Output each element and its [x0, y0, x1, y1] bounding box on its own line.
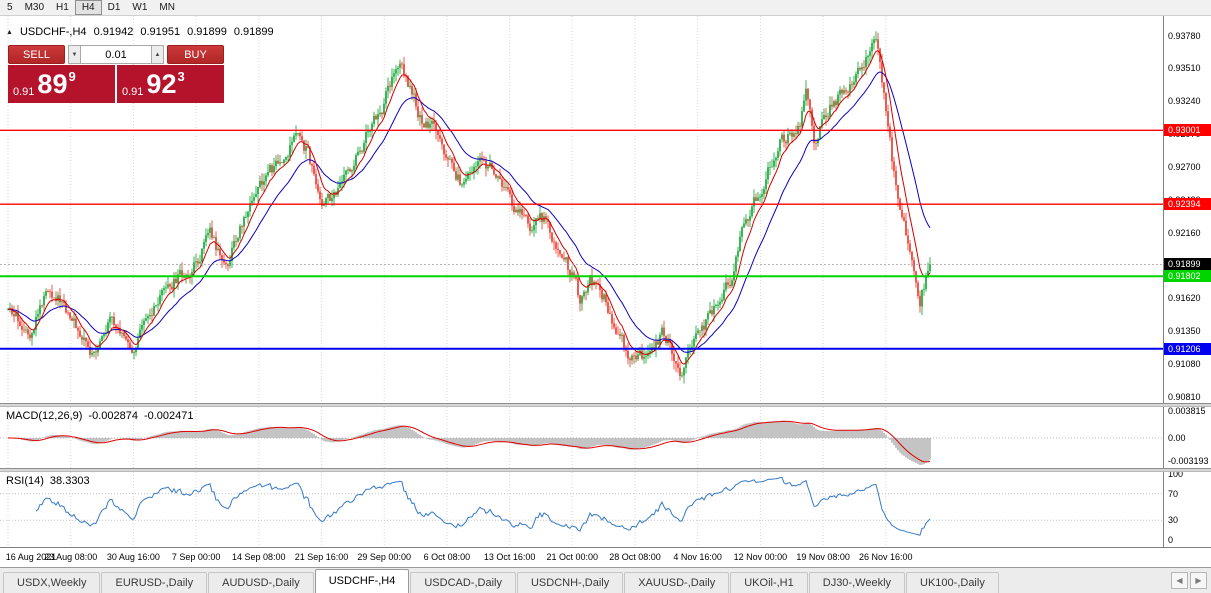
rsi-label: RSI(14) 38.3303: [6, 475, 90, 487]
time-axis-label: 7 Sep 00:00: [171, 552, 221, 562]
volume-input[interactable]: [81, 45, 151, 64]
time-axis-label: 16 Aug 2021: [5, 552, 57, 562]
tab-xauusd-daily[interactable]: XAUUSD-,Daily: [624, 572, 730, 593]
tab-dj30-weekly[interactable]: DJ30-,Weekly: [808, 572, 906, 593]
timeframe-button-H4[interactable]: H4: [74, 0, 102, 15]
rsi-axis-label: 70: [1168, 488, 1179, 499]
one-click-trading-panel: SELL ▼ ▲ BUY 0.91 89 9 0.91 92 3: [8, 45, 224, 103]
sell-price-main: 0.91: [13, 86, 35, 98]
price-badge-0.93001: 0.93001: [1164, 124, 1211, 137]
timeframe-button-MN[interactable]: MN: [159, 2, 175, 13]
pane-separator[interactable]: [0, 468, 1211, 472]
price-badge-0.92394: 0.92394: [1164, 198, 1211, 211]
volume-decrease-button[interactable]: ▼: [68, 45, 81, 64]
ohlc-open: 0.91942: [93, 26, 134, 38]
time-axis-label: 21 Oct 00:00: [546, 552, 599, 562]
price-axis-label: 0.92700: [1168, 161, 1201, 172]
timeframe-button-W1[interactable]: W1: [132, 2, 148, 13]
rsi-axis-label: 0: [1168, 535, 1174, 545]
timeframe-button-H1[interactable]: H1: [56, 2, 69, 13]
tab-uk100-daily[interactable]: UK100-,Daily: [906, 572, 999, 593]
price-axis-label: 0.90810: [1168, 391, 1201, 402]
tab-eurusd-daily[interactable]: EURUSD-,Daily: [101, 572, 208, 593]
time-axis-label: 4 Nov 16:00: [673, 552, 722, 562]
tab-usdcad-daily[interactable]: USDCAD-,Daily: [410, 572, 516, 593]
time-axis-label: 21 Sep 16:00: [294, 552, 349, 562]
macd-axis-label: 0.00: [1168, 433, 1186, 443]
time-axis-label: 29 Sep 00:00: [357, 552, 411, 562]
tab-usdcnh-daily[interactable]: USDCNH-,Daily: [516, 572, 624, 593]
tabs-scroll-left-button[interactable]: ◀: [1171, 572, 1188, 589]
buy-button[interactable]: BUY: [167, 45, 224, 64]
timeframe-button-M30[interactable]: M30: [24, 2, 45, 13]
macd-axis-label: -0.003193: [1168, 455, 1209, 466]
price-axis-label: 0.93780: [1168, 30, 1201, 41]
time-axis-label: 19 Nov 08:00: [796, 552, 850, 562]
chart-marker-icon: ▲: [6, 28, 13, 36]
time-axis-label: 23 Aug 08:00: [44, 552, 98, 562]
price-axis-label: 0.91080: [1168, 359, 1201, 370]
macd-name: MACD(12,26,9): [6, 410, 83, 422]
chart-title: ▲ USDCHF-,H4 0.91942 0.91951 0.91899 0.9…: [6, 26, 274, 38]
buy-price-pips: 92: [146, 69, 177, 99]
ohlc-low: 0.91899: [187, 26, 227, 38]
time-axis-label: 26 Nov 16:00: [859, 552, 913, 562]
ohlc-close: 0.91899: [233, 26, 274, 38]
time-axis-label: 6 Oct 08:00: [423, 552, 471, 562]
sell-button[interactable]: SELL: [8, 45, 65, 64]
time-axis-label: 30 Aug 16:00: [106, 552, 160, 562]
price-badge-0.91206: 0.91206: [1164, 342, 1211, 355]
macd-label: MACD(12,26,9) -0.002874 -0.002471: [6, 410, 194, 422]
tab-audusd-daily[interactable]: AUDUSD-,Daily: [208, 572, 314, 593]
time-axis-label: 28 Oct 08:00: [609, 552, 661, 562]
tabs-scroll-right-button[interactable]: ▶: [1190, 572, 1207, 589]
trade-prices-row: 0.91 89 9 0.91 92 3: [8, 65, 224, 103]
sell-price-pips: 89: [37, 69, 68, 99]
ohlc-high: 0.91951: [140, 26, 181, 38]
price-axis-label: 0.92160: [1168, 227, 1201, 238]
tab-usdx-weekly[interactable]: USDX,Weekly: [3, 572, 101, 593]
time-axis-label: 12 Nov 00:00: [733, 552, 788, 562]
price-axis-label: 0.91350: [1168, 326, 1201, 337]
timeframe-toolbar: 5 M30 H1 H4 D1 W1 MN: [0, 0, 1211, 16]
rsi-indicator-pane[interactable]: [0, 472, 1163, 547]
rsi-axis-label: 30: [1168, 515, 1179, 526]
price-axis-label: 0.91620: [1168, 293, 1201, 304]
chart-tab-bar: USDX,Weekly EURUSD-,Daily AUDUSD-,Daily USD…: [0, 567, 1211, 593]
tab-scroll-buttons: ◀ ▶: [1171, 572, 1207, 589]
chart-symbol-timeframe: USDCHF-,H4: [19, 26, 87, 38]
buy-price-point: 3: [177, 69, 185, 84]
volume-increase-button[interactable]: ▲: [151, 45, 164, 64]
timeframe-button-5[interactable]: 5: [7, 2, 13, 13]
rsi-name: RSI(14): [6, 475, 44, 487]
tab-ukoil-h1[interactable]: UKOil-,H1: [730, 572, 808, 593]
price-axis-label: 0.93510: [1168, 63, 1201, 74]
price-badge-0.91802: 0.91802: [1164, 270, 1211, 283]
macd-value-main: -0.002874: [88, 410, 138, 422]
timeframe-button-D1[interactable]: D1: [107, 2, 121, 13]
macd-indicator-pane[interactable]: [0, 407, 1163, 468]
trade-controls-row: SELL ▼ ▲ BUY: [8, 45, 224, 64]
price-badge-0.91899: 0.91899: [1164, 258, 1211, 271]
macd-value-signal: -0.002471: [143, 410, 194, 422]
rsi-axis-label: 100: [1168, 469, 1184, 479]
price-axis[interactable]: 0.937800.935100.932400.929700.927000.924…: [1163, 16, 1211, 547]
buy-price-main: 0.91: [122, 86, 144, 98]
rsi-value: 38.3303: [49, 475, 90, 487]
buy-price-display[interactable]: 0.91 92 3: [117, 65, 224, 103]
pane-separator[interactable]: [0, 403, 1211, 407]
tab-usdchf-h4[interactable]: USDCHF-,H4: [314, 569, 410, 593]
macd-axis-label: 0.003815: [1168, 406, 1206, 416]
sell-price-display[interactable]: 0.91 89 9: [8, 65, 115, 103]
time-axis-label: 13 Oct 16:00: [483, 552, 536, 562]
time-axis-label: 14 Sep 08:00: [232, 552, 286, 562]
time-axis[interactable]: 16 Aug 2021 23 Aug 08:00 30 Aug 16:00 7 Sep…: [0, 547, 1211, 567]
price-axis-label: 0.93240: [1168, 96, 1201, 107]
sell-price-point: 9: [68, 69, 76, 84]
chart-workspace: ▲ USDCHF-,H4 0.91942 0.91951 0.91899 0.9…: [0, 16, 1211, 567]
